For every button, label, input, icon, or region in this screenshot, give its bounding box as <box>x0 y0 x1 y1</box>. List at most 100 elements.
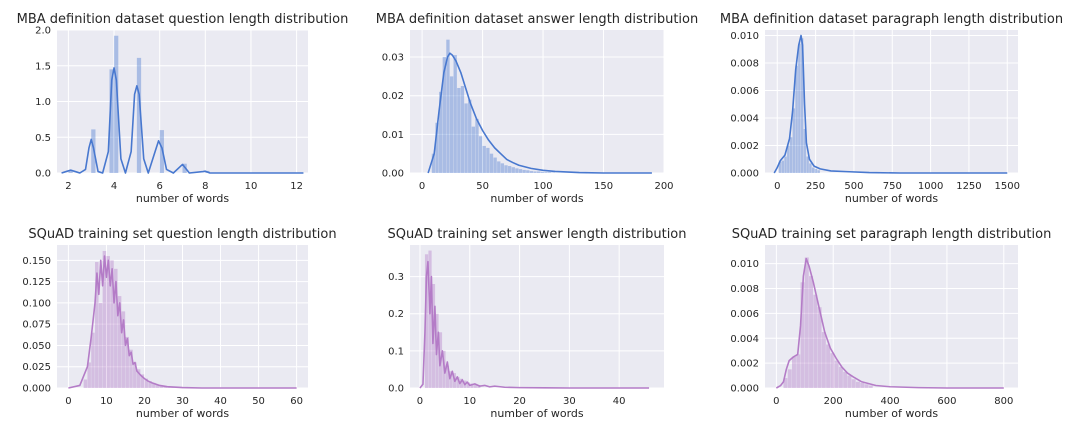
x-tick-label: 0 <box>417 396 423 407</box>
y-tick-label: 1.0 <box>35 97 51 108</box>
x-axis-label: number of words <box>490 407 584 420</box>
y-tick-label: 0.3 <box>388 272 404 283</box>
histogram-bar <box>159 385 164 388</box>
histogram-bar <box>811 167 815 173</box>
histogram-bar <box>497 161 501 173</box>
histogram-bar <box>109 69 114 173</box>
y-tick-label: 0.000 <box>730 169 759 180</box>
x-tick-label: 6 <box>156 181 162 192</box>
x-tick-label: 1500 <box>995 181 1020 192</box>
histogram-bar <box>529 171 534 173</box>
histogram-bar <box>784 156 787 173</box>
y-tick-label: 0.002 <box>730 141 759 152</box>
y-tick-label: 0.075 <box>22 320 51 331</box>
histogram-bar <box>804 257 809 388</box>
histogram-bar <box>121 311 126 388</box>
kde-line <box>61 67 304 174</box>
y-tick-label: 0.2 <box>388 309 404 320</box>
y-tick-label: 1.5 <box>35 61 51 72</box>
histogram-bar <box>140 374 145 388</box>
histogram-bar <box>860 383 865 388</box>
x-tick-label: 50 <box>476 181 489 192</box>
histogram-bar <box>803 129 807 173</box>
histogram-bar <box>800 282 805 388</box>
plot-background <box>410 30 664 173</box>
histogram-bar <box>482 145 486 173</box>
y-tick-label: 0.006 <box>730 309 759 320</box>
x-tick-label: 200 <box>654 181 673 192</box>
histogram-bar <box>526 170 530 173</box>
histogram-bar <box>830 353 835 388</box>
x-tick-label: 20 <box>138 396 151 407</box>
histogram-bar <box>114 268 118 388</box>
chart-panel-4: 0 10 20 30 40 50 60 0.000 0.025 0.050 0.075 0.100 0.… <box>22 227 336 420</box>
x-tick-label: 100 <box>534 181 553 192</box>
x-tick-label: 200 <box>824 396 843 407</box>
x-tick-label: 12 <box>290 181 303 192</box>
x-tick-label: 60 <box>290 396 303 407</box>
x-tick-label: 40 <box>613 396 626 407</box>
histogram-bar <box>826 344 831 388</box>
histogram-bar <box>518 169 523 173</box>
histogram-bar <box>851 379 856 388</box>
kde-line <box>68 255 297 389</box>
y-tick-label: 0.150 <box>22 256 51 267</box>
histogram-bar <box>843 371 848 388</box>
histogram-bar <box>475 118 479 173</box>
y-tick-label: 0.000 <box>730 384 759 395</box>
histogram-bar <box>507 166 512 173</box>
x-tick-label: 1000 <box>918 181 943 192</box>
histogram-bar <box>778 162 782 173</box>
x-axis-label: number of words <box>845 192 939 205</box>
histogram-bar <box>500 163 505 173</box>
histogram-bar <box>98 302 103 388</box>
y-tick-label: 0.0 <box>35 169 51 180</box>
histogram-bar <box>110 260 114 388</box>
chart-panel-2: 0 50 100 150 200 0.00 0.01 0.02 0.03 MBA definiti… <box>376 12 699 205</box>
histogram-bar <box>798 43 801 173</box>
chart-panel-3: 0 250 500 750 1000 1250 1500 0.000 0.002 0.004 0.0… <box>720 12 1063 205</box>
y-tick-label: 0.1 <box>388 346 404 357</box>
y-tick-label: 2.0 <box>35 26 51 37</box>
histogram-bar <box>144 378 148 388</box>
x-tick-label: 10 <box>100 396 113 407</box>
x-tick-label: 10 <box>245 181 258 192</box>
y-tick-label: 0.03 <box>382 53 404 64</box>
histogram-bar <box>809 163 812 173</box>
histogram-bars <box>431 39 555 173</box>
y-tick-label: 0.010 <box>730 31 759 42</box>
histogram-bar <box>471 126 476 173</box>
plot-background <box>410 245 664 388</box>
histogram-bar <box>457 87 461 173</box>
x-tick-label: 0 <box>774 181 780 192</box>
histogram-bar <box>787 145 790 173</box>
histogram-bar <box>129 349 133 388</box>
histogram-bar <box>152 382 156 388</box>
histogram-bar <box>117 296 122 388</box>
histogram-bar <box>460 86 465 173</box>
chart-panel-6: 0 200 400 600 800 0.000 0.002 0.004 0.006 0.008 0.… <box>730 227 1051 420</box>
kde-line <box>419 260 650 389</box>
histogram-bar <box>787 369 792 388</box>
histogram-bars <box>783 257 873 388</box>
histogram-bar <box>136 369 141 388</box>
y-tick-label: 0.0 <box>388 384 404 395</box>
histogram-bar <box>806 156 809 173</box>
histogram-bar <box>486 147 490 173</box>
x-tick-label: 2 <box>65 181 71 192</box>
histogram-bar <box>795 65 798 173</box>
x-tick-label: 50 <box>252 396 265 407</box>
chart-title: MBA definition dataset paragraph length … <box>720 12 1063 27</box>
histogram-bar <box>796 354 801 388</box>
histogram-bars <box>83 250 175 388</box>
x-tick-label: 500 <box>844 181 863 192</box>
x-tick-label: 400 <box>881 396 900 407</box>
kde-line <box>773 34 1008 174</box>
histogram-bar <box>515 168 519 173</box>
histogram-bar <box>155 384 160 388</box>
histogram-bar <box>136 57 142 174</box>
histogram-bar <box>133 362 137 388</box>
histogram-bar <box>511 167 515 173</box>
x-tick-label: 0 <box>419 181 425 192</box>
y-tick-label: 0.02 <box>382 91 404 102</box>
